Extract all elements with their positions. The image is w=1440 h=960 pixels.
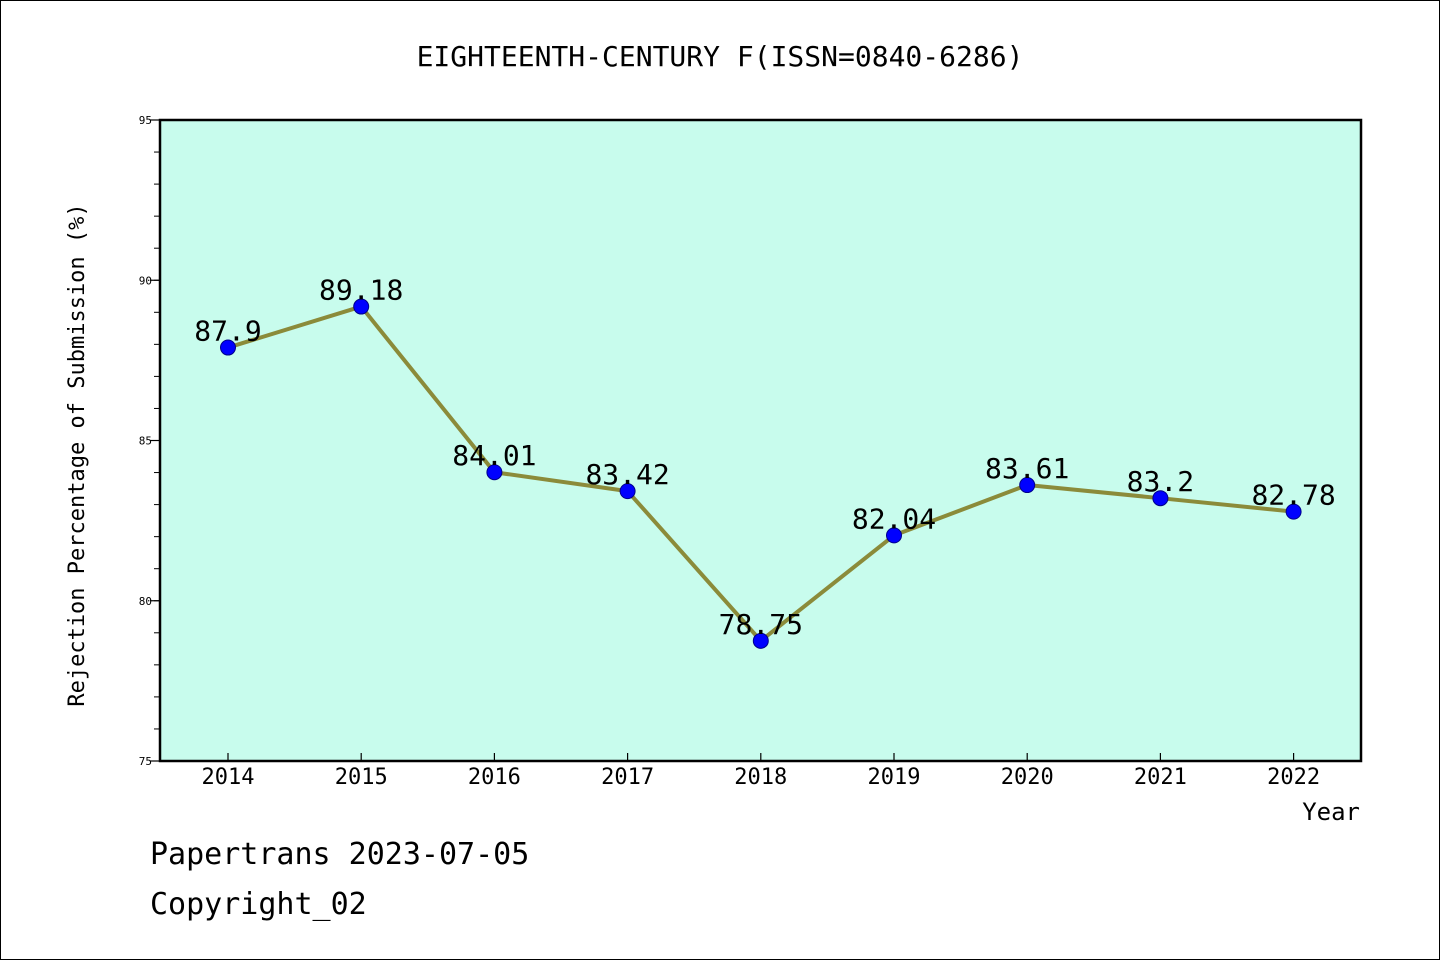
footer-copyright-text: Copyright_02 [150, 887, 367, 922]
data-label: 84.01 [452, 439, 536, 472]
data-label: 83.61 [985, 452, 1069, 485]
data-point-marker [220, 339, 236, 356]
x-tick-label: 2020 [1001, 765, 1054, 790]
data-label: 83.42 [585, 458, 669, 491]
data-point-marker [353, 298, 370, 315]
x-tick-label: 2016 [468, 765, 521, 790]
data-point-marker [1152, 490, 1169, 507]
chart-title: EIGHTEENTH-CENTURY F(ISSN=0840-6286) [417, 40, 1024, 73]
y-tick-label: 90 [139, 274, 152, 287]
y-tick-label: 80 [139, 595, 152, 608]
x-tick-label: 2021 [1134, 765, 1187, 790]
data-point-marker [1019, 477, 1036, 494]
x-tick-label: 2017 [601, 765, 654, 790]
data-label: 82.78 [1251, 479, 1335, 512]
x-tick-label: 2022 [1267, 765, 1320, 790]
y-axis-label: Rejection Percentage of Submission (%) [65, 203, 90, 706]
data-label-group: 87.9 89.18 84.01 83.42 78.75 82.04 83.61 83.2 82… [194, 274, 1335, 641]
y-tick-label: 85 [139, 435, 152, 448]
data-label: 83.2 [1127, 465, 1194, 498]
data-label: 82.04 [852, 502, 936, 535]
footer-date-text: Papertrans 2023-07-05 [150, 837, 529, 872]
data-point-marker [752, 632, 769, 649]
x-axis-label: Year [1302, 798, 1360, 826]
x-axis-ticks: 2014 2015 2016 2017 2018 2019 2020 2021 2022 [202, 753, 1320, 790]
data-point-marker [619, 483, 636, 500]
x-tick-label: 2019 [868, 765, 921, 790]
marker-group [220, 298, 1302, 649]
data-label: 87.9 [194, 315, 261, 348]
x-tick-label: 2015 [335, 765, 388, 790]
data-point-marker [486, 464, 503, 481]
plot-area [160, 120, 1361, 761]
data-label: 89.18 [319, 274, 403, 307]
x-tick-label: 2014 [202, 765, 255, 790]
y-tick-label: 95 [139, 114, 152, 127]
data-point-marker [886, 527, 902, 544]
y-axis-ticks: 75 80 85 90 95 [139, 114, 160, 768]
plot-border [158, 118, 1363, 763]
data-point-marker [1285, 503, 1302, 520]
y-tick-label: 75 [139, 755, 152, 768]
x-tick-label: 2018 [734, 765, 787, 790]
data-label: 78.75 [719, 608, 803, 641]
